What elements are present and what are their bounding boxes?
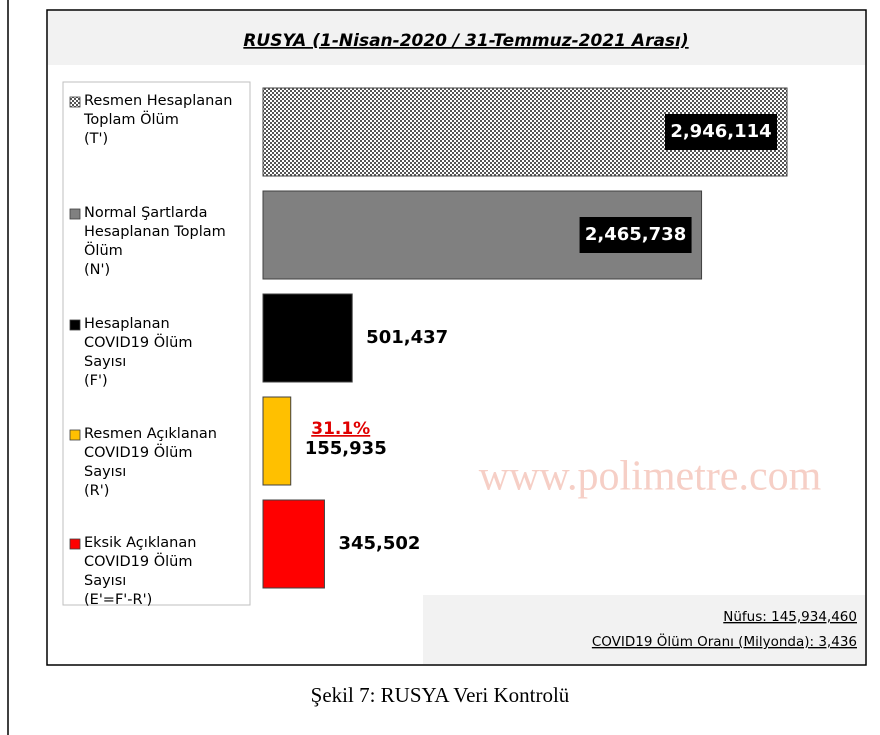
bar [262, 293, 353, 383]
legend-label: Hesaplanan COVID19 Ölüm Sayısı (F') [84, 316, 193, 389]
notes-box [423, 595, 865, 664]
bar [262, 499, 325, 589]
legend-swatch [69, 319, 81, 331]
value-label: 345,502 [338, 533, 420, 554]
legend-swatch [69, 429, 81, 441]
legend-swatch [69, 96, 81, 108]
watermark: www.polimetre.com [479, 454, 822, 500]
title-bar [48, 11, 865, 65]
value-label: 501,437 [366, 327, 448, 348]
value-label: 2,946,114 [670, 121, 771, 142]
note: Nüfus: 145,934,460 [723, 609, 857, 625]
value-label: 155,935 [305, 438, 387, 459]
legend-label: Resmen Hesaplanan Toplam Ölüm (T') [84, 93, 233, 147]
legend-label: Normal Şartlarda Hesaplanan Toplam Ölüm … [84, 205, 226, 278]
caption: Şekil 7: RUSYA Veri Kontrolü [311, 683, 570, 707]
value-label-bg [665, 114, 777, 150]
legend-box [62, 81, 251, 606]
value-label: 2,465,738 [585, 224, 686, 245]
legend-swatch [69, 538, 81, 550]
value-label-bg [579, 217, 692, 253]
legend-label: Resmen Açıklanan COVID19 Ölüm Sayısı (R'… [84, 426, 217, 499]
annotation: 31.1% [311, 419, 370, 439]
note: COVID19 Ölüm Oranı (Milyonda): 3,436 [592, 632, 857, 650]
legend-swatch [69, 208, 81, 220]
legend-label: Eksik Açıklanan COVID19 Ölüm Sayısı (E'=… [84, 535, 197, 608]
bar [262, 396, 292, 486]
chart-title: RUSYA (1-Nisan-2020 / 31-Temmuz-2021 Ara… [243, 31, 688, 51]
